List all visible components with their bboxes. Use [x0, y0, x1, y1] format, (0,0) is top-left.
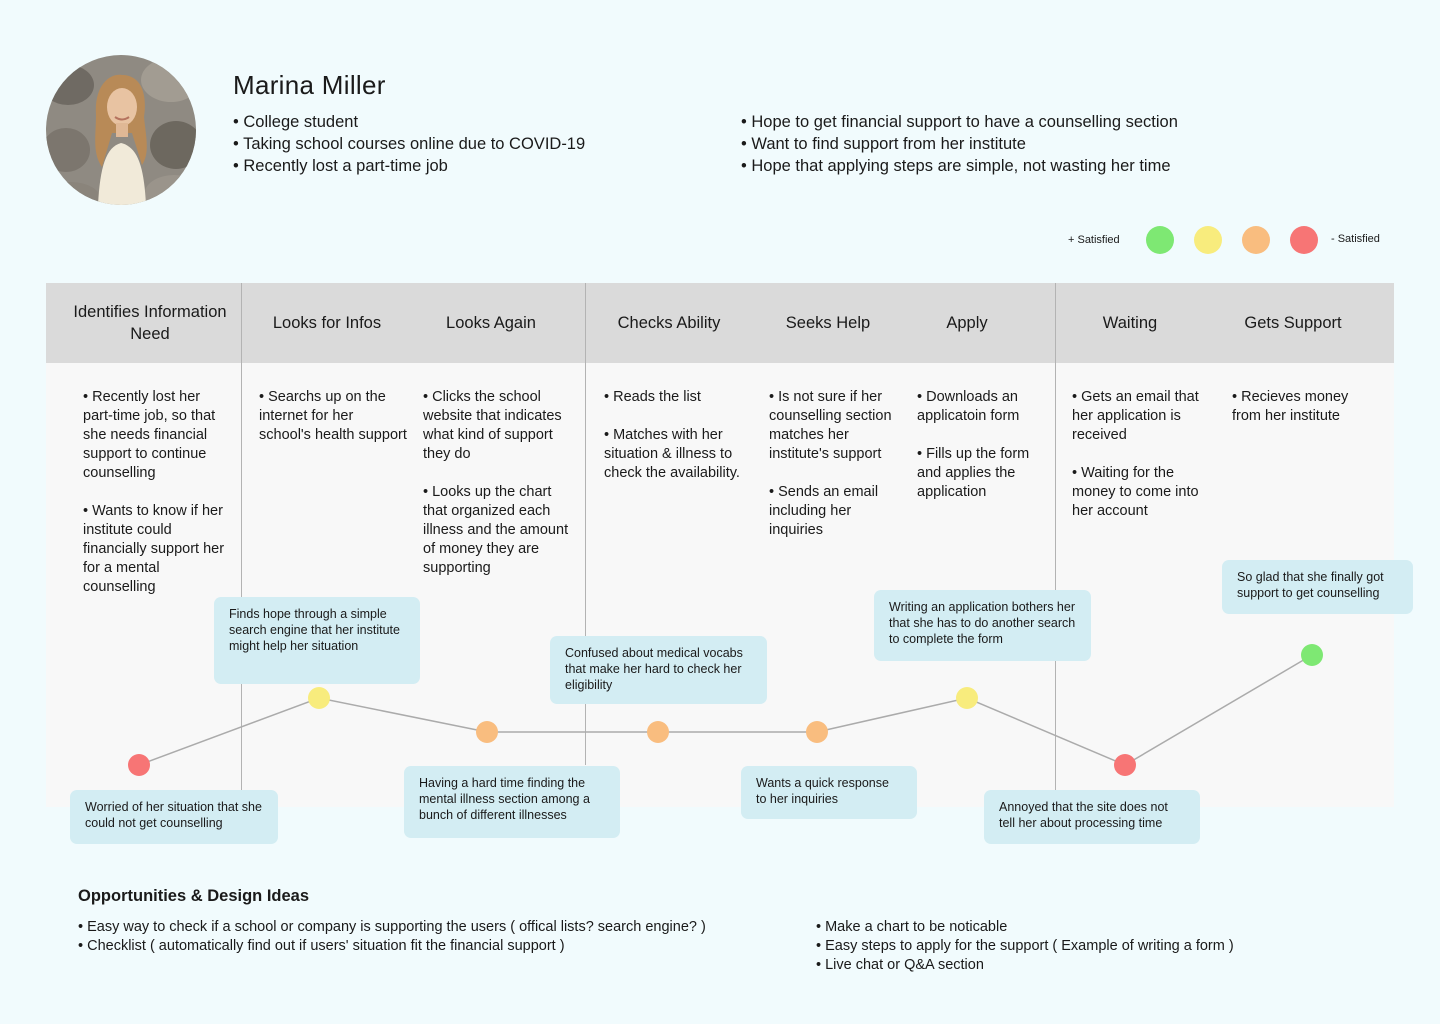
emotion-point [806, 721, 828, 743]
stage-title: Apply [946, 314, 988, 332]
opportunities-title: Opportunities & Design Ideas [78, 887, 310, 905]
emotion-point [1301, 644, 1323, 666]
goal-item: • Want to find support from her institut… [741, 135, 1026, 153]
stage-title: Looks Again [446, 314, 536, 332]
emotion-point [308, 687, 330, 709]
goal-item: • Hope that applying steps are simple, n… [741, 157, 1171, 175]
trait-item: • Taking school courses online due to CO… [233, 135, 586, 153]
stage-title: Gets Support [1244, 314, 1342, 332]
opportunities-right-list: • Make a chart to be noticable • Easy st… [816, 918, 1234, 975]
persona-traits: • College student • Taking school course… [233, 111, 585, 177]
stage-title: Checks Ability [617, 314, 721, 332]
stage-actions: • Recently lost her part-time job, so th… [83, 389, 225, 595]
emotion-point [956, 687, 978, 709]
stage-actions: • Recieves money from her institute [1232, 389, 1349, 424]
emotion-note: Finds hope through a simple search engin… [214, 597, 420, 684]
stage-actions: • Downloads an applicatoin form • Fills … [917, 389, 1030, 500]
legend-positive-label: + Satisfied [1068, 234, 1120, 246]
emotion-note: Having a hard time finding the mental il… [404, 766, 620, 838]
persona-goals: • Hope to get financial support to have … [741, 111, 1178, 177]
legend-dot-neutral [1194, 226, 1222, 254]
stage-actions: • Searchs up on the internet for her sch… [259, 389, 407, 443]
stage-title: Seeks Help [785, 314, 871, 332]
phase-divider [241, 283, 242, 791]
stage-title: Identifies Information Need [73, 303, 227, 343]
emotion-point [476, 721, 498, 743]
emotion-line [138, 654, 1313, 766]
stage-title: Waiting [1102, 314, 1158, 332]
stage-header-bar [46, 283, 1394, 363]
phase-divider [585, 283, 586, 765]
persona-name: Marina Miller [233, 70, 386, 100]
emotion-note: Worried of her situation that she could … [70, 790, 278, 844]
stage-actions: • Is not sure if her counselling section… [769, 389, 892, 538]
stage-actions: • Gets an email that her application is … [1072, 389, 1199, 519]
emotion-note: Writing an application bothers her that … [874, 590, 1091, 661]
opportunity-item: • Checklist ( automatically find out if … [78, 938, 565, 954]
legend-dot-very-unsatisfied [1290, 226, 1318, 254]
stage-actions: • Clicks the school website that indicat… [423, 389, 569, 576]
emotion-point [1114, 754, 1136, 776]
emotion-point [647, 721, 669, 743]
opportunity-item: • Make a chart to be noticable [816, 919, 1008, 935]
trait-item: • College student [233, 113, 359, 131]
phase-divider [1055, 283, 1056, 791]
emotion-note: Annoyed that the site does not tell her … [984, 790, 1200, 844]
opportunity-item: • Easy steps to apply for the support ( … [816, 938, 1234, 954]
legend-negative-label: - Satisfied [1331, 233, 1380, 245]
stage-actions: • Reads the list • Matches with her situ… [604, 389, 740, 481]
opportunities-left-list: • Easy way to check if a school or compa… [78, 918, 706, 956]
emotion-note: Confused about medical vocabs that make … [550, 636, 767, 704]
stage-title: Looks for Infos [272, 314, 382, 332]
legend-dot-unsatisfied [1242, 226, 1270, 254]
emotion-note: So glad that she finally got support to … [1222, 560, 1413, 614]
goal-item: • Hope to get financial support to have … [741, 113, 1178, 131]
emotion-note: Wants a quick response to her inquiries [741, 766, 917, 819]
legend-dot-satisfied [1146, 226, 1174, 254]
emotion-point [128, 754, 150, 776]
opportunity-item: • Easy way to check if a school or compa… [78, 919, 706, 935]
journey-body [46, 363, 1394, 807]
opportunity-item: • Live chat or Q&A section [816, 957, 984, 973]
trait-item: • Recently lost a part-time job [233, 157, 448, 175]
